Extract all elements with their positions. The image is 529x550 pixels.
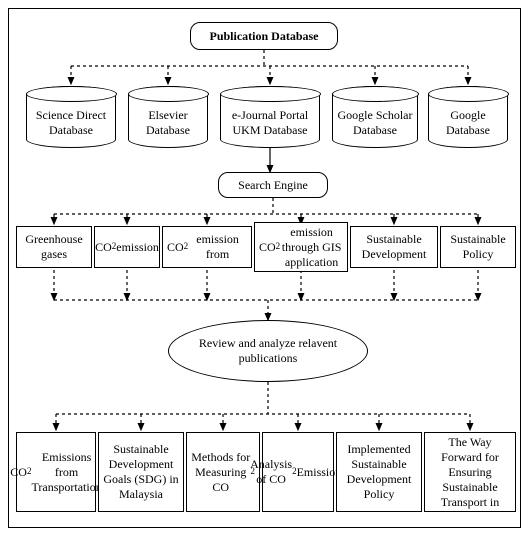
node-kw5: Sustainable Development [350,226,438,268]
node-kw1: Greenhouse gases [16,226,92,268]
node-kw2: CO2 emission [94,226,160,268]
node-review: Review and analyze relavent publications [168,320,368,382]
node-out2: Sustainable Development Goals (SDG) in M… [98,432,184,512]
node-cyl5: Google Database [428,86,508,148]
node-kw6: Sustainable Policy [440,226,516,268]
diagram-frame: Publication Database Science Direct Datab… [0,0,529,550]
node-out4: Analysis of CO2 Emissions [262,432,334,512]
node-cyl4: Google Scholar Database [332,86,418,148]
node-cyl1: Science Direct Database [26,86,116,148]
node-kw4: CO2 emission through GIS application [254,222,348,272]
node-label: e-Journal Portal UKM Database [221,105,319,141]
node-out6: The Way Forward for Ensuring Sustainable… [424,432,516,512]
node-pubdb: Publication Database [190,22,338,50]
node-cyl2: Elsevier Database [128,86,208,148]
node-out3: Methods for Measuring CO2 [186,432,260,512]
node-label: Science Direct Database [27,105,115,141]
node-label: Google Database [429,105,507,141]
node-label: Google Scholar Database [333,105,417,141]
node-out5: Implemented Sustainable Development Poli… [336,432,422,512]
node-cyl3: e-Journal Portal UKM Database [220,86,320,148]
node-search: Search Engine [218,172,328,198]
node-label: Elsevier Database [129,105,207,141]
node-kw3: CO2 emission from [162,226,252,268]
node-out1: CO2 Emissions from Transportation [16,432,96,512]
